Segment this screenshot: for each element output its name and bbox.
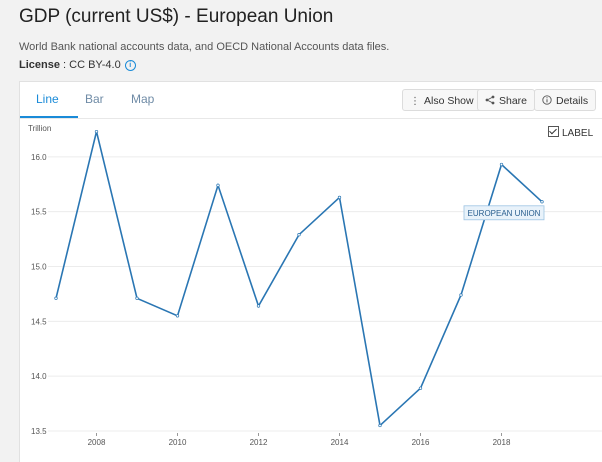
x-tick-label: 2018 <box>493 438 511 447</box>
tab-map[interactable]: Map <box>131 92 155 106</box>
y-axis-label: Trillion <box>28 124 51 133</box>
y-tick-label: 15.0 <box>31 263 47 272</box>
series-label: EUROPEAN UNION <box>468 209 541 218</box>
y-tick-label: 16.0 <box>31 153 47 162</box>
series-line <box>55 131 543 428</box>
tab-line[interactable]: Line <box>36 92 59 106</box>
license-value: : CC BY-4.0 <box>59 59 121 71</box>
data-point <box>297 233 301 237</box>
y-tick-label: 14.5 <box>31 317 47 326</box>
page-title: GDP (current US$) - European Union <box>19 6 334 27</box>
also-show-label: Also Show <box>424 95 474 107</box>
details-button[interactable]: Details <box>534 89 597 113</box>
data-point <box>256 304 261 308</box>
license-label: License <box>19 59 60 71</box>
x-tick-label: 2014 <box>331 438 349 447</box>
data-point <box>135 296 139 300</box>
data-point <box>94 129 99 134</box>
x-tick-label: 2008 <box>88 438 106 447</box>
label-toggle-text: LABEL <box>562 128 594 139</box>
data-point <box>337 195 342 200</box>
details-label: Details <box>556 95 589 107</box>
y-tick-label: 14.0 <box>31 372 47 381</box>
also-show-button[interactable]: ⋮ Also Show <box>402 89 482 111</box>
y-tick-label: 15.5 <box>31 208 47 217</box>
label-toggle[interactable]: LABEL <box>548 126 593 139</box>
label-checkbox[interactable] <box>548 126 559 137</box>
share-label: Share <box>499 95 528 107</box>
data-source: World Bank national accounts data, and O… <box>19 41 390 53</box>
tab-divider <box>20 118 602 119</box>
info-circle-icon <box>542 91 552 113</box>
data-point <box>54 296 58 300</box>
data-point <box>418 386 423 390</box>
info-icon[interactable]: i <box>124 60 136 71</box>
data-point <box>499 162 504 167</box>
active-tab-indicator <box>20 116 78 118</box>
series-label-box <box>463 205 545 221</box>
data-point <box>216 183 220 187</box>
y-tick-label: 13.5 <box>31 427 47 436</box>
gdp-line-chart: Trillion 13.5 14.0 14.5 15.0 15.5 16.0 2008 2010… <box>28 124 602 447</box>
tab-bar[interactable]: Bar <box>85 92 104 106</box>
share-icon <box>485 91 495 113</box>
license: License : CC BY-4.0 i <box>19 59 136 71</box>
vertical-dots-icon: ⋮ <box>410 96 420 107</box>
data-point <box>459 293 463 297</box>
share-button[interactable]: Share <box>477 89 536 113</box>
chart-panel: Line Bar Map ⋮ Also Show Share Details <box>19 81 602 462</box>
data-point <box>540 200 544 204</box>
x-tick-label: 2010 <box>169 438 187 447</box>
data-point <box>378 423 382 428</box>
x-tick-label: 2016 <box>412 438 430 447</box>
data-point <box>175 314 180 318</box>
x-tick-label: 2012 <box>250 438 268 447</box>
